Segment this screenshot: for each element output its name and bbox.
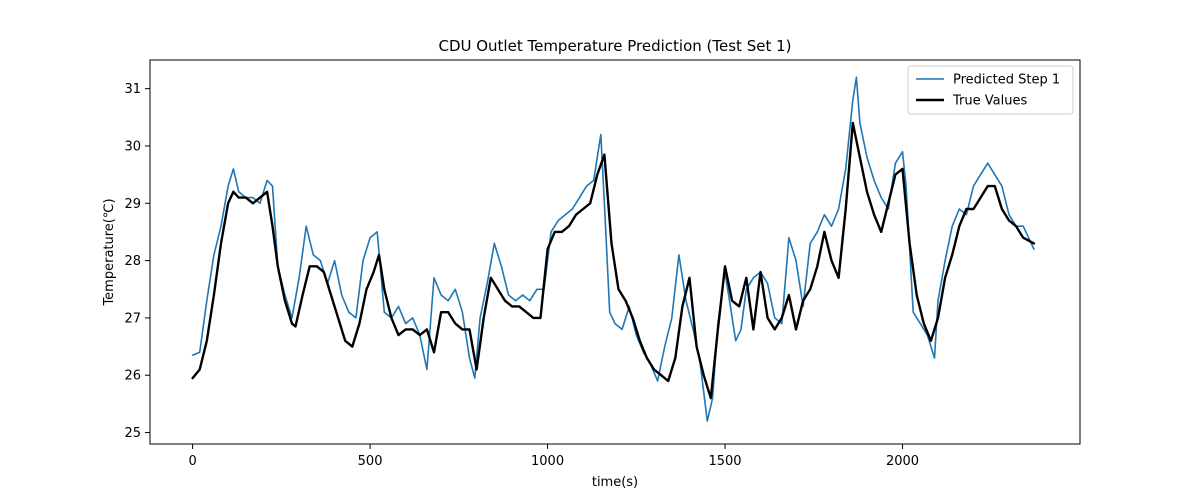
x-tick-label: 2000 [886, 454, 919, 469]
x-tick-label: 1500 [708, 454, 741, 469]
y-tick-label: 26 [124, 369, 141, 384]
series-layer [191, 76, 1036, 422]
chart-title: CDU Outlet Temperature Prediction (Test … [438, 37, 791, 55]
y-tick-label: 25 [124, 426, 141, 441]
y-axis: 25 26 27 28 29 30 31 [124, 82, 150, 441]
legend-label: Predicted Step 1 [953, 73, 1060, 88]
x-tick-label: 0 [188, 454, 196, 469]
y-tick-label: 28 [124, 254, 141, 269]
x-tick-label: 500 [358, 454, 383, 469]
plot-frame [149, 59, 1081, 445]
y-tick-label: 29 [124, 197, 141, 212]
x-axis-title: time(s) [592, 475, 638, 490]
legend-box [907, 65, 1074, 115]
legend-label: True Values [952, 94, 1027, 109]
y-tick-label: 31 [124, 82, 141, 97]
x-tick-label: 1000 [531, 454, 564, 469]
legend: Predicted Step 1 True Values [907, 65, 1074, 115]
y-tick-label: 27 [124, 311, 141, 326]
series-line-2 [191, 121, 1036, 400]
x-axis: 0 500 1000 1500 2000 [188, 444, 919, 469]
y-tick-label: 30 [124, 139, 141, 154]
y-axis-title: Temperature(℃) [102, 198, 117, 306]
